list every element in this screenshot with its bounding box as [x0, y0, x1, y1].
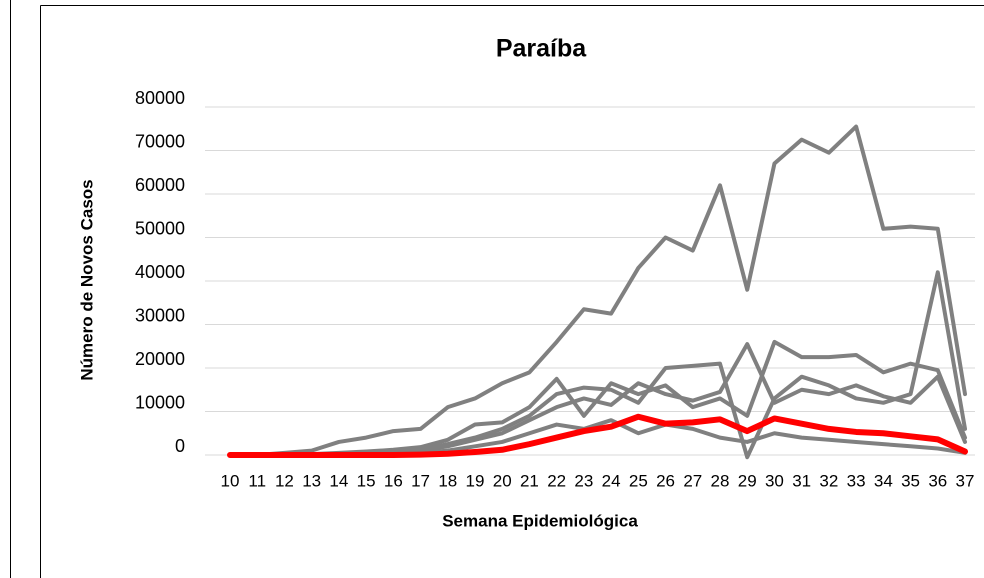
x-tick-label: 17	[411, 471, 430, 490]
x-tick-label: 13	[302, 471, 321, 490]
x-tick-label: 35	[901, 471, 920, 490]
x-tick-label: 28	[711, 471, 730, 490]
x-tick-label: 26	[656, 471, 675, 490]
y-tick-label: 10000	[135, 392, 185, 412]
x-tick-label: 20	[493, 471, 512, 490]
y-tick-label: 40000	[135, 262, 185, 282]
x-tick-label: 31	[792, 471, 811, 490]
x-tick-label: 32	[819, 471, 838, 490]
y-tick-label: 20000	[135, 349, 185, 369]
lines	[227, 124, 968, 460]
y-tick-label: 50000	[135, 218, 185, 238]
x-tick-label: 34	[874, 471, 893, 490]
x-tick-label: 19	[466, 471, 485, 490]
x-tick-label: 37	[956, 471, 975, 490]
x-tick-label: 30	[765, 471, 784, 490]
chart-title: Paraíba	[496, 35, 587, 63]
x-tick-label: 36	[928, 471, 947, 490]
y-tick-label: 0	[175, 436, 185, 456]
x-tick-label: 12	[275, 471, 294, 490]
x-tick-label: 24	[602, 471, 621, 490]
x-tick-label: 15	[357, 471, 376, 490]
series-line	[228, 124, 967, 457]
x-tick-label: 29	[738, 471, 757, 490]
y-tick-label: 70000	[135, 131, 185, 151]
x-tick-label: 16	[384, 471, 403, 490]
x-tick-label: 21	[520, 471, 539, 490]
x-tick-label: 33	[847, 471, 866, 490]
y-tick-label: 80000	[135, 88, 185, 108]
y-tick-label: 30000	[135, 305, 185, 325]
x-tick-label: 18	[438, 471, 457, 490]
x-tick-label: 25	[629, 471, 648, 490]
x-tick-label: 11	[248, 471, 266, 490]
x-axis-title: Semana Epidemiológica	[442, 511, 638, 530]
series-line	[227, 413, 968, 458]
grid	[205, 106, 975, 456]
x-tick-label: 10	[221, 471, 240, 490]
x-tick-label: 14	[329, 471, 348, 490]
x-tick-label: 27	[683, 471, 702, 490]
y-axis-title: Número de Novos Casos	[77, 179, 96, 380]
x-tick-label: 23	[574, 471, 593, 490]
x-tick-label: 22	[547, 471, 566, 490]
series-line	[228, 418, 967, 457]
y-tick-label: 60000	[135, 175, 185, 195]
